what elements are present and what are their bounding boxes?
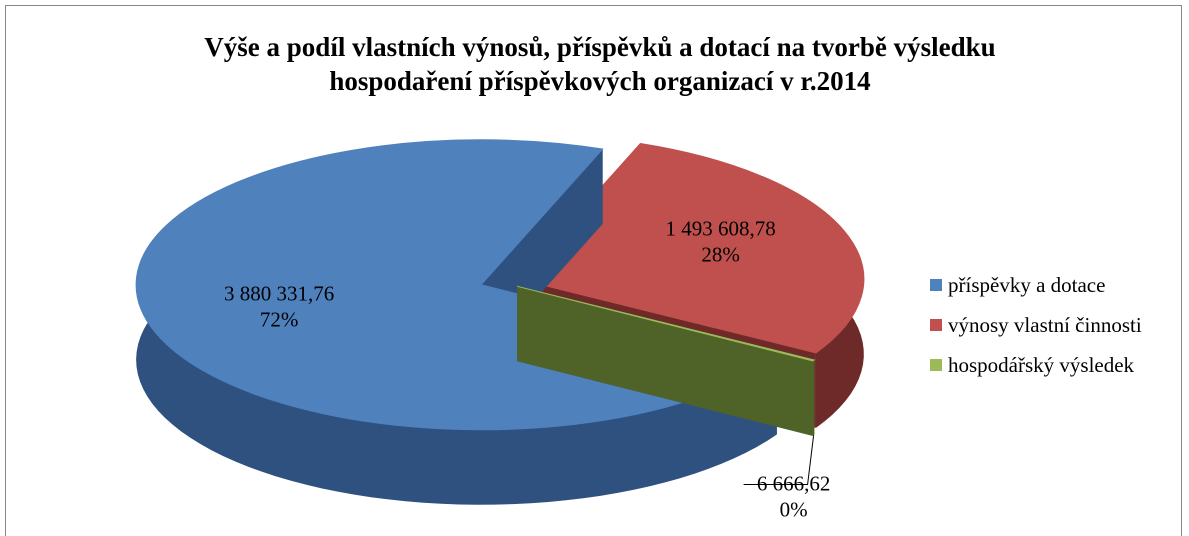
slice [517, 285, 816, 436]
legend-swatch [930, 359, 942, 371]
chart-frame [5, 5, 1182, 536]
legend-swatch [930, 279, 942, 291]
slice-wall [517, 286, 813, 436]
data-label: 72% [260, 307, 299, 331]
legend-label: hospodářský výsledek [948, 353, 1135, 377]
data-label: 0% [780, 497, 808, 521]
slice-top [517, 142, 865, 354]
legend-label: příspěvky a dotace [948, 273, 1105, 297]
slice-side [812, 360, 815, 436]
data-label: 6 666,62 [757, 471, 831, 495]
data-label: 1 493 608,78 [665, 216, 775, 240]
legend-swatch [930, 319, 942, 331]
chart-title: Výše a podíl vlastních výnosů, příspěvků… [204, 32, 996, 96]
data-label: 28% [701, 242, 740, 266]
data-label: 3 880 331,76 [224, 281, 334, 305]
slice-top [517, 285, 816, 362]
legend-label: výnosy vlastní činnosti [948, 313, 1142, 337]
leader-line [743, 435, 815, 485]
